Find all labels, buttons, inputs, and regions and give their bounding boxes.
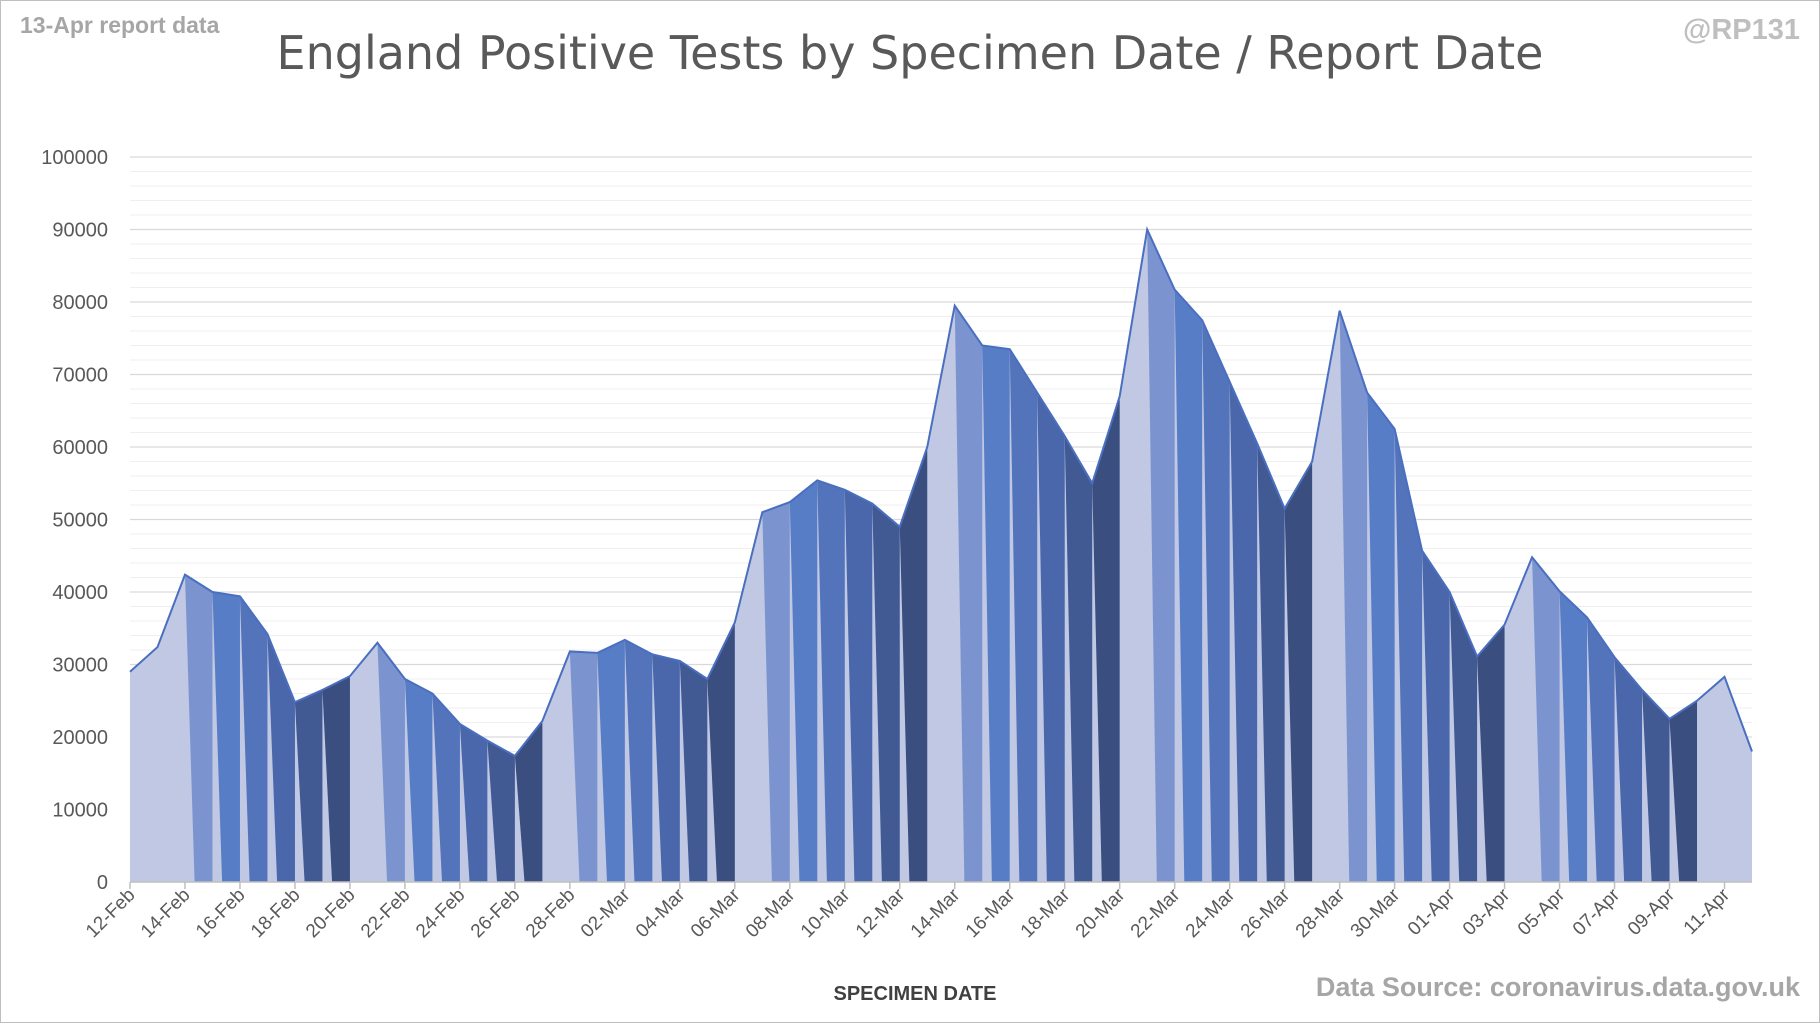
- data-source: Data Source: coronavirus.data.gov.uk: [1315, 972, 1800, 1002]
- y-tick-label: 60000: [52, 437, 108, 459]
- report-date-band: [1642, 689, 1670, 882]
- report-date-band: [1037, 392, 1065, 882]
- report-date-band: [789, 480, 818, 882]
- x-tick-label: 05-Apr: [1514, 884, 1570, 940]
- x-tick-label: 26-Mar: [1237, 884, 1295, 942]
- x-tick-label: 18-Feb: [247, 885, 304, 942]
- report-date-band: [1257, 443, 1285, 882]
- report-date-band: [1147, 229, 1175, 882]
- chart-title: England Positive Tests by Specimen Date …: [276, 26, 1544, 80]
- x-tick-label: 14-Mar: [907, 884, 965, 942]
- report-date-band: [212, 592, 240, 882]
- report-date-band: [459, 723, 488, 882]
- x-tick-label: 07-Apr: [1569, 884, 1625, 940]
- x-tick-label: 01-Apr: [1404, 884, 1460, 940]
- x-tick-label: 22-Feb: [357, 885, 414, 942]
- report-date-band: [1009, 349, 1038, 882]
- report-date-band: [844, 489, 873, 882]
- y-tick-label: 50000: [52, 510, 108, 532]
- report-date-band: [1394, 428, 1423, 882]
- x-tick-label: 18-Mar: [1017, 884, 1075, 942]
- report-date-band: [1422, 550, 1450, 882]
- report-date-band: [514, 721, 543, 882]
- x-tick-label: 28-Mar: [1292, 884, 1350, 942]
- report-date-band: [817, 480, 845, 882]
- report-date-band: [1449, 592, 1478, 882]
- report-date-band: [954, 305, 983, 882]
- author-handle: @RP131: [1683, 14, 1800, 46]
- y-tick-label: 40000: [52, 582, 108, 604]
- x-tick-label: 24-Mar: [1182, 884, 1240, 942]
- report-date-band: [1477, 624, 1505, 882]
- report-date-band: [294, 689, 323, 882]
- x-tick-label: 11-Apr: [1680, 884, 1735, 939]
- x-tick-label: 02-Mar: [577, 884, 635, 942]
- report-date-band: [652, 654, 680, 882]
- x-tick-label: 26-Feb: [467, 885, 524, 942]
- x-tick-label: 24-Feb: [412, 885, 469, 942]
- report-date-band: [624, 639, 653, 882]
- x-tick-label: 12-Mar: [852, 884, 910, 942]
- report-date-band: [899, 447, 928, 882]
- y-tick-label: 90000: [52, 220, 108, 242]
- y-tick-label: 30000: [52, 655, 108, 677]
- y-tick-label: 70000: [52, 365, 108, 387]
- y-tick-label: 100000: [41, 147, 108, 169]
- y-tick-label: 0: [97, 872, 108, 894]
- report-date-band: [597, 639, 625, 882]
- report-date-band: [1229, 381, 1258, 882]
- x-axis-label: SPECIMEN DATE: [834, 983, 997, 1005]
- report-date-band: [184, 574, 213, 882]
- x-tick-label: 10-Mar: [797, 884, 855, 942]
- report-date-band: [377, 642, 405, 882]
- report-date-band: [404, 679, 433, 882]
- report-date-band: [1064, 436, 1093, 882]
- x-tick-label: 22-Mar: [1127, 884, 1185, 942]
- x-tick-label: 14-Feb: [137, 885, 194, 942]
- report-date-band: [707, 622, 735, 882]
- report-date-band: [267, 634, 295, 882]
- report-date-band: [1587, 617, 1615, 882]
- report-date-band: [1092, 396, 1120, 882]
- report-date-band: [239, 596, 268, 882]
- report-date-band: [982, 345, 1010, 882]
- report-date-band: [569, 651, 598, 882]
- x-tick-label: 09-Apr: [1624, 884, 1680, 940]
- report-date-band: [1669, 700, 1698, 882]
- x-tick-label: 20-Feb: [302, 885, 359, 942]
- x-tick-label: 16-Mar: [962, 884, 1020, 942]
- y-tick-label: 10000: [52, 800, 108, 822]
- x-tick-label: 06-Mar: [687, 884, 745, 942]
- axes: 12-Feb14-Feb16-Feb18-Feb20-Feb22-Feb24-F…: [82, 881, 1752, 942]
- report-date-band: [1202, 320, 1230, 882]
- report-date-band: [432, 693, 460, 882]
- report-date-band: [1559, 591, 1588, 882]
- report-date-band: [872, 503, 900, 882]
- report-date-band: [1339, 310, 1368, 882]
- report-date-band: [322, 676, 350, 882]
- report-date-band: [1174, 289, 1203, 882]
- y-tick-label: 20000: [52, 727, 108, 749]
- x-tick-label: 12-Feb: [82, 885, 139, 942]
- report-note: 13-Apr report data: [20, 12, 220, 38]
- report-date-band: [762, 502, 790, 882]
- x-tick-label: 28-Feb: [522, 885, 579, 942]
- y-tick-label: 80000: [52, 292, 108, 314]
- x-tick-label: 03-Apr: [1459, 884, 1515, 940]
- report-date-band: [487, 740, 515, 882]
- report-date-band: [679, 660, 708, 882]
- report-date-band: [1284, 461, 1313, 882]
- total-outline: [129, 226, 1753, 758]
- x-tick-label: 04-Mar: [632, 884, 690, 942]
- report-date-band: [1367, 392, 1395, 882]
- x-tick-label: 16-Feb: [192, 885, 249, 942]
- stacked-areas: [129, 226, 1753, 882]
- x-tick-label: 08-Mar: [742, 884, 800, 942]
- x-tick-label: 20-Mar: [1072, 884, 1130, 942]
- report-date-band: [1614, 657, 1643, 882]
- x-tick-label: 30-Mar: [1347, 884, 1405, 942]
- report-date-band: [1532, 557, 1560, 882]
